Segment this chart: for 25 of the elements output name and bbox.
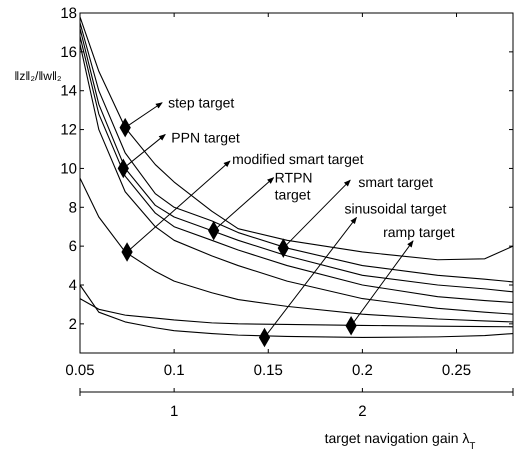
annotation: modified smart target [232,150,364,167]
x-tick-label: 0.15 [254,362,283,379]
x2-tick-label: 1 [170,403,178,420]
y-tick-label: 10 [60,160,77,178]
y-axis-title: ‖z‖₂/‖w‖₂ [14,69,62,83]
annotation: ramp target [383,224,455,240]
x2-axis-title: target navigation gain λ$_{T}$ [324,430,476,452]
y-tick-label: 8 [68,199,77,216]
x2-tick-label: 2 [358,403,367,420]
annotation: RTPN target [274,170,313,203]
annotation: smart target [358,174,434,190]
x-tick-label: 0.25 [442,362,472,379]
annotation: PPN target [171,129,240,146]
y-tick-label: 4 [68,277,77,294]
annotation: sinusoidal target [344,200,447,216]
y-tick-label: 14 [60,82,77,100]
y-tick-label: 2 [68,316,77,333]
x-tick-label: 0.1 [164,362,185,379]
y-tick-label: 18 [60,5,77,22]
x-tick-label: 0.2 [352,362,373,379]
y-tick-label: 6 [68,238,77,256]
x-tick-label: 0.05 [65,362,95,379]
y-tick-label: 16 [60,44,77,61]
y-tick-label: 12 [60,122,77,139]
annotation: step target [168,94,234,111]
